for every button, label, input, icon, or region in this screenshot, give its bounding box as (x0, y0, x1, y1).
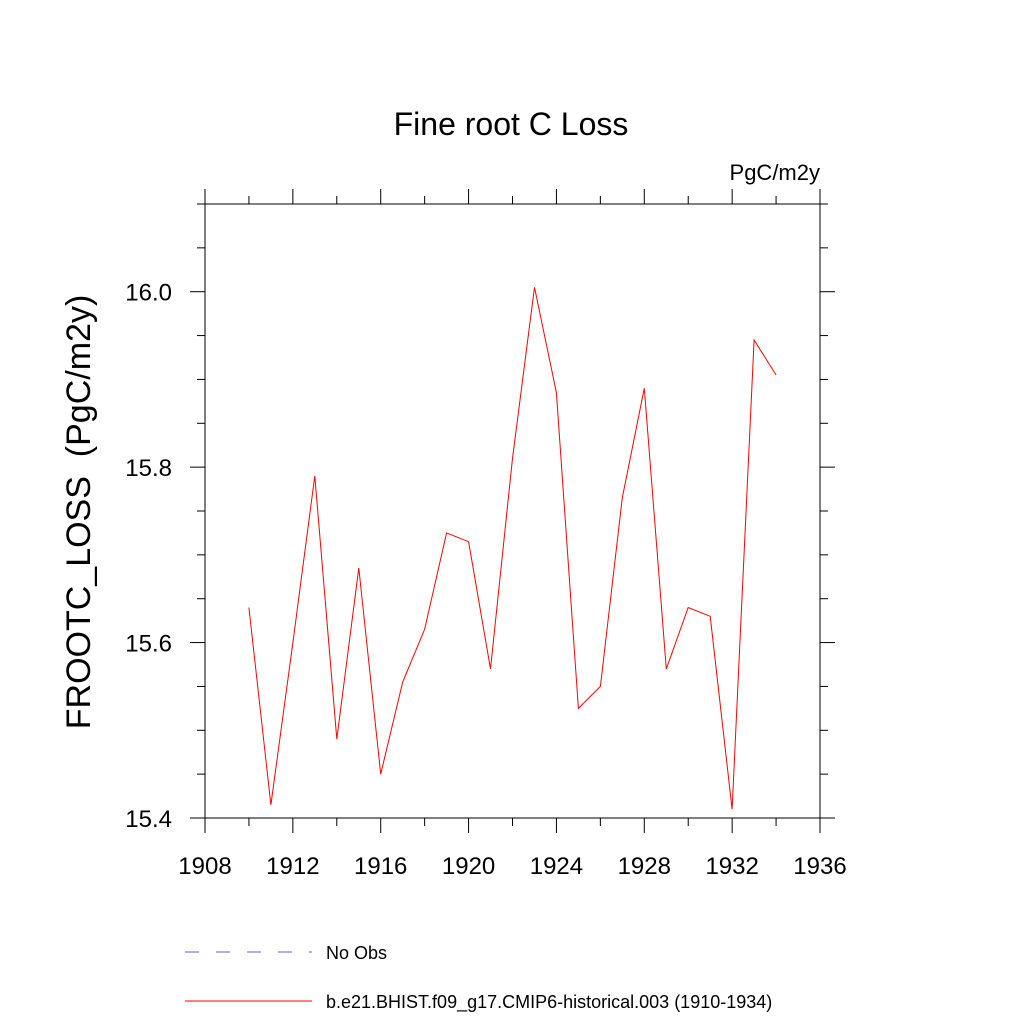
chart-title: Fine root C Loss (394, 106, 629, 142)
x-tick-label: 1908 (178, 853, 231, 880)
y-axis-label: FROOTC_LOSS (PgC/m2y) (60, 295, 98, 730)
x-tick-label: 1932 (705, 853, 758, 880)
y-tick-label: 16.0 (125, 280, 172, 307)
x-tick-label: 1928 (618, 853, 671, 880)
axis-ticks (190, 189, 835, 833)
x-tick-label: 1916 (354, 853, 407, 880)
plot-frame (204, 203, 821, 819)
legend-label: b.e21.BHIST.f09_g17.CMIP6-historical.003… (326, 992, 772, 1013)
legend-label: No Obs (326, 943, 387, 963)
axis-tick-labels: 1908 1912 1916 1920 1924 1928 1932 1936 15.4 15.6… (125, 280, 846, 880)
x-tick-label: 1912 (266, 853, 319, 880)
y-tick-label: 15.4 (125, 806, 172, 833)
x-tick-label: 1924 (530, 853, 583, 880)
x-tick-label: 1920 (442, 853, 495, 880)
y-tick-label: 15.8 (125, 455, 172, 482)
units-label: PgC/m2y (730, 160, 820, 185)
series-layer (248, 287, 777, 810)
x-tick-label: 1936 (793, 853, 846, 880)
y-tick-label: 15.6 (125, 631, 172, 658)
series-line (248, 287, 777, 810)
legend: No Obs b.e21.BHIST.f09_g17.CMIP6-historic… (185, 943, 772, 1013)
